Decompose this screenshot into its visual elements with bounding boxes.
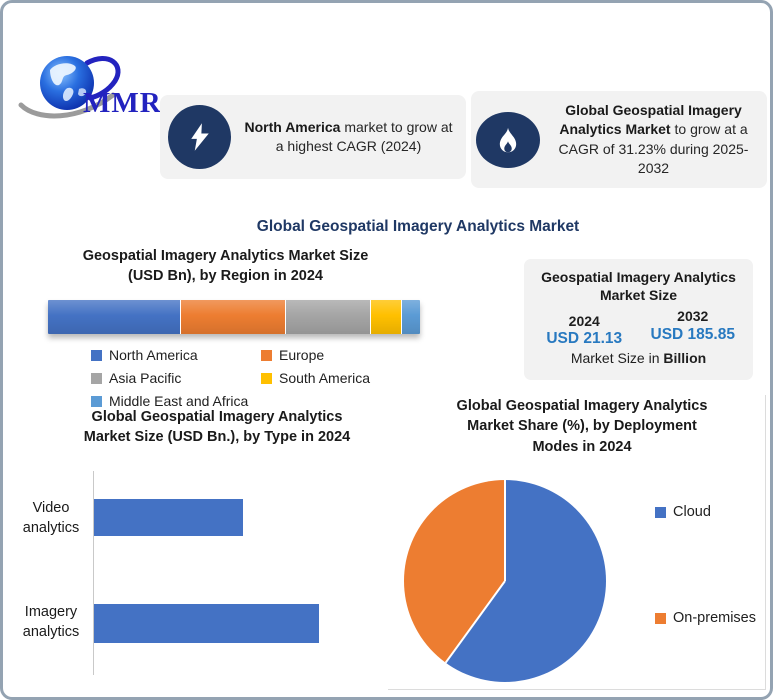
type-chart-y-axis bbox=[93, 471, 94, 675]
legend-item-on-premises: On-premises bbox=[655, 610, 756, 626]
region-legend: North America Europe Asia Pacific South Ame… bbox=[91, 347, 370, 409]
lightning-icon bbox=[168, 105, 231, 169]
type-chart-title: Global Geospatial Imagery Analytics Mark… bbox=[21, 407, 413, 448]
pie-chart-title-line1: Global Geospatial Imagery Analytics bbox=[456, 398, 708, 414]
pie-legend: Cloud On-premises bbox=[655, 504, 756, 626]
legend-item-north-america: North America bbox=[91, 347, 261, 363]
legend-swatch-icon bbox=[91, 349, 102, 361]
type-bar-video-analytics bbox=[94, 499, 244, 536]
callout-rest-text: market to grow at a highest CAGR (2024) bbox=[275, 118, 453, 154]
legend-swatch-icon bbox=[91, 372, 102, 384]
market-size-2024: 2024 USD 21.13 bbox=[530, 313, 639, 348]
footnote-prefix: Market Size in bbox=[570, 350, 664, 367]
type-chart-title-line1: Global Geospatial Imagery Analytics bbox=[91, 409, 343, 425]
legend-label: On-premises bbox=[673, 610, 756, 626]
page-title: Global Geospatial Imagery Analytics Mark… bbox=[256, 218, 580, 235]
panel-title-line1: Geospatial Imagery Analytics bbox=[541, 269, 736, 285]
legend-swatch-icon bbox=[261, 349, 272, 361]
legend-item-south-america: South America bbox=[261, 370, 370, 386]
legend-item-middle-east-and-africa: Middle East and Africa bbox=[91, 393, 261, 409]
footnote-unit: Billion bbox=[663, 350, 707, 367]
legend-label: Europe bbox=[279, 347, 325, 363]
pie-chart-title: Global Geospatial Imagery Analytics Mark… bbox=[393, 396, 770, 457]
market-size-panel: Geospatial Imagery Analytics Market Size… bbox=[524, 259, 753, 380]
legend-label: South America bbox=[279, 370, 371, 386]
pie-chart-title-line3: Modes in 2024 bbox=[532, 438, 632, 455]
callout-text: Global Geospatial Imagery Analytics Mark… bbox=[540, 101, 767, 178]
legend-label: North America bbox=[109, 347, 198, 363]
type-bar-imagery-analytics bbox=[94, 604, 320, 643]
market-size-panel-title: Geospatial Imagery Analytics Market Size bbox=[524, 268, 753, 304]
pie-slice-divider bbox=[504, 480, 506, 581]
pie-slice-divider bbox=[444, 580, 506, 664]
legend-label: Cloud bbox=[673, 504, 711, 520]
legend-swatch-icon bbox=[655, 612, 666, 624]
region-stacked-bar bbox=[48, 300, 420, 334]
year-2024: 2024 bbox=[568, 313, 600, 330]
region-chart-title: Geospatial Imagery Analytics Market Size… bbox=[43, 246, 408, 287]
deployment-pie bbox=[404, 480, 606, 682]
value-2024: USD 21.13 bbox=[546, 330, 623, 348]
mmr-logo: MMR bbox=[17, 43, 177, 125]
region-segment-asia-pacific bbox=[285, 300, 371, 334]
callout-rest-text: to grow at a CAGR of 31.23% during 2025-… bbox=[558, 121, 749, 176]
panel-title-line2: Market Size bbox=[599, 287, 678, 304]
callout-bold-text: North America bbox=[244, 118, 341, 135]
legend-item-europe: Europe bbox=[261, 347, 370, 363]
legend-item-asia-pacific: Asia Pacific bbox=[91, 370, 261, 386]
logo-text: MMR bbox=[83, 87, 162, 119]
region-chart-title-line1: Geospatial Imagery Analytics Market Size bbox=[82, 248, 369, 264]
globe-icon bbox=[18, 56, 121, 119]
flame-icon bbox=[476, 111, 540, 168]
category-label-imagery-analytics: Imagery analytics bbox=[22, 604, 80, 640]
legend-swatch-icon bbox=[91, 395, 102, 407]
region-segment-south-america bbox=[371, 300, 401, 334]
region-segment-north-america bbox=[48, 300, 181, 334]
region-chart-title-line2: (USD Bn), by Region in 2024 bbox=[128, 268, 323, 285]
category-label-video-analytics: Video analytics bbox=[22, 500, 80, 536]
legend-swatch-icon bbox=[655, 506, 666, 518]
legend-label: Asia Pacific bbox=[109, 370, 182, 386]
region-segment-middle-east-and-africa bbox=[401, 300, 420, 334]
callout-north-america: North America market to grow at a highes… bbox=[160, 95, 466, 179]
value-2032: USD 185.85 bbox=[650, 326, 735, 344]
callout-cagr: Global Geospatial Imagery Analytics Mark… bbox=[471, 91, 767, 188]
year-2032: 2032 bbox=[677, 308, 709, 325]
market-size-2032: 2032 USD 185.85 bbox=[639, 308, 748, 348]
region-segment-europe bbox=[181, 300, 285, 334]
legend-swatch-icon bbox=[261, 372, 272, 384]
type-chart-title-line2: Market Size (USD Bn.), by Type in 2024 bbox=[83, 429, 351, 446]
market-size-footnote: Market Size in Billion bbox=[524, 350, 753, 366]
callout-bold-text: Global Geospatial Imagery Analytics Mark… bbox=[559, 101, 742, 138]
pie-chart-title-line2: Market Share (%), by Deployment bbox=[467, 418, 697, 435]
legend-label: Middle East and Africa bbox=[109, 393, 249, 409]
legend-item-cloud: Cloud bbox=[655, 504, 756, 520]
callout-text: North America market to grow at a highes… bbox=[231, 118, 466, 157]
